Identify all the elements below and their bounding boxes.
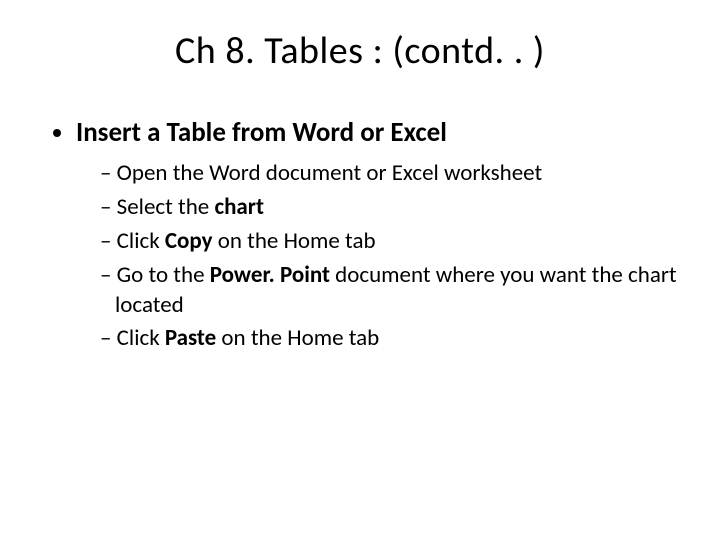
sub3-c: on the Home tab (218, 227, 376, 255)
bullet-list: Insert a Table from Word or Excel Open t… (40, 116, 680, 354)
sub5-a: Click (117, 324, 165, 352)
sub4-a: Go to the (117, 261, 210, 289)
sub-item-5: Click Paste on the Home tab (100, 324, 680, 354)
sub5-c: on the Home tab (221, 324, 379, 352)
sub2-a: Select the (117, 193, 215, 221)
sub-list: Open the Word document or Excel workshee… (76, 159, 680, 354)
sub-item-3: Click Copy on the Home tab (100, 227, 680, 257)
slide: Ch 8. Tables : (contd. . ) Insert a Tabl… (0, 0, 720, 540)
slide-title: Ch 8. Tables : (contd. . ) (40, 28, 680, 74)
sub1-text: Open the Word document or Excel workshee… (117, 159, 543, 187)
sub5-b: Paste (165, 324, 222, 352)
sub-item-1: Open the Word document or Excel workshee… (100, 159, 680, 189)
sub4-b: Power. Point (210, 261, 335, 289)
sub-item-2: Select the chart (100, 193, 680, 223)
sub3-a: Click (117, 227, 165, 255)
sub3-b: Copy (165, 227, 218, 255)
sub-item-4: Go to the Power. Point document where yo… (100, 261, 680, 321)
sub2-b: chart (214, 193, 263, 221)
bullet-item-1: Insert a Table from Word or Excel Open t… (76, 116, 680, 354)
bullet-1-text: Insert a Table from Word or Excel (76, 116, 447, 149)
